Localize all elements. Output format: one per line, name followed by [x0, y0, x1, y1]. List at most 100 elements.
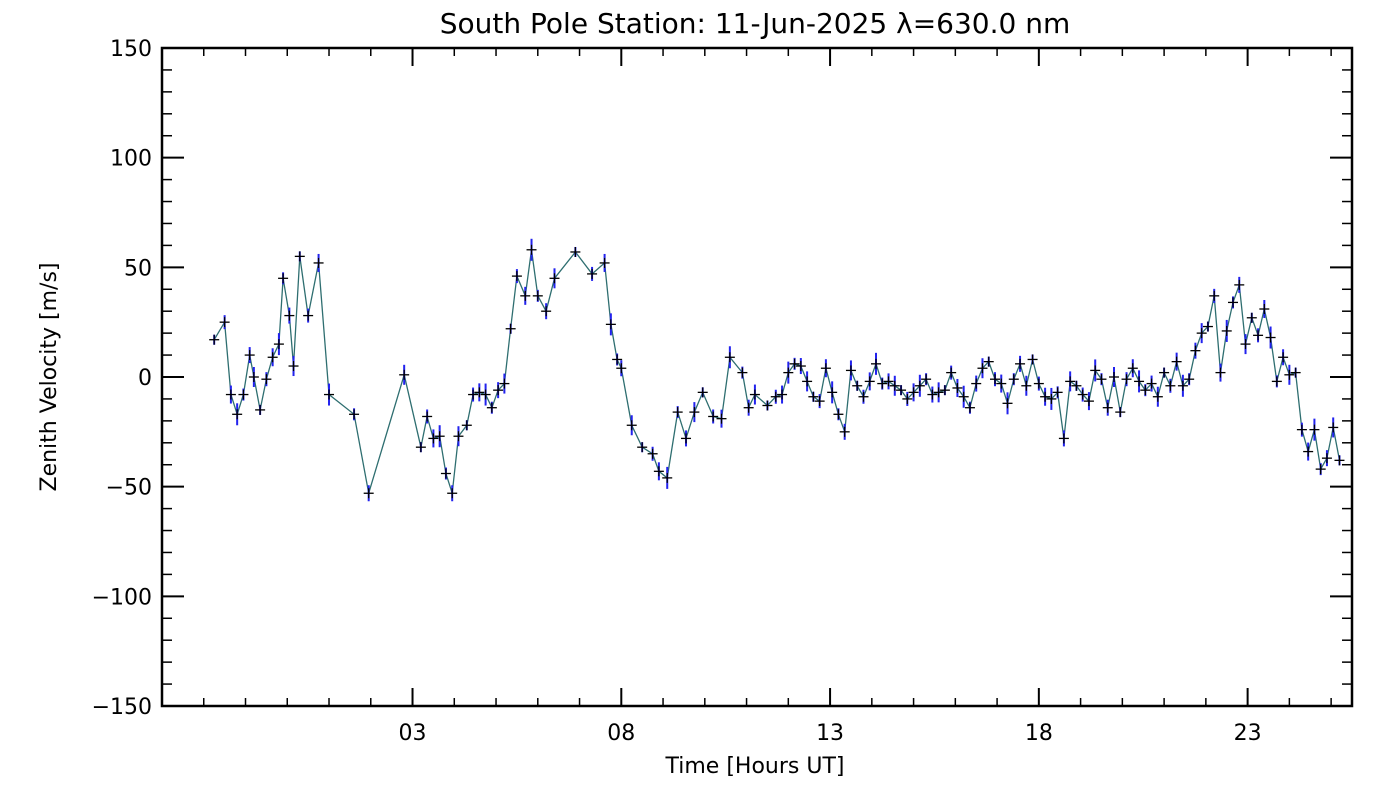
data-point	[1140, 385, 1151, 396]
y-axis-label: Zenith Velocity [m/s]	[37, 263, 62, 492]
y-tick-label: 0	[138, 366, 152, 391]
data-point	[958, 391, 969, 402]
data-point	[839, 426, 850, 437]
data-point	[795, 361, 806, 372]
series-line	[213, 249, 1341, 494]
data-point	[626, 420, 637, 431]
x-axis-label: Time [Hours UT]	[665, 754, 845, 779]
data-point	[964, 402, 975, 413]
data-point	[777, 389, 788, 400]
data-point	[637, 442, 648, 453]
data-point	[1146, 378, 1157, 389]
data-point	[802, 376, 813, 387]
data-point	[434, 431, 445, 442]
data-point	[689, 407, 700, 418]
y-tick-label: −150	[92, 695, 152, 720]
data-point	[808, 391, 819, 402]
data-point	[1284, 369, 1295, 380]
data-point	[971, 378, 982, 389]
x-tick-label: 23	[1234, 721, 1262, 746]
data-point	[324, 389, 335, 400]
data-point	[1246, 312, 1257, 323]
data-point	[1184, 374, 1195, 385]
data-point	[1228, 297, 1238, 308]
data-point	[724, 352, 735, 363]
y-tick-label: −100	[92, 585, 152, 610]
data-point	[902, 393, 913, 404]
data-point	[474, 387, 485, 398]
data-point	[737, 367, 748, 378]
data-point	[708, 411, 719, 422]
data-point	[1334, 455, 1345, 466]
data-point	[697, 387, 708, 398]
data-point	[1259, 304, 1270, 315]
data-point	[313, 257, 324, 268]
data-point	[1083, 396, 1094, 407]
data-point	[294, 251, 305, 262]
data-point	[526, 244, 537, 255]
data-point	[1171, 356, 1182, 367]
data-point	[1253, 330, 1264, 341]
data-point	[933, 387, 944, 398]
data-point	[1290, 367, 1301, 378]
x-tick-label: 18	[1025, 721, 1053, 746]
data-point	[996, 378, 1007, 389]
data-point	[820, 363, 831, 374]
data-point	[1152, 391, 1163, 402]
data-point	[749, 389, 760, 400]
data-point	[1177, 380, 1188, 391]
data-point	[549, 273, 560, 284]
data-point	[612, 354, 623, 365]
data-point	[1077, 389, 1088, 400]
data-point	[1071, 380, 1082, 391]
data-point	[415, 442, 426, 453]
data-point	[532, 290, 543, 301]
data-point	[499, 378, 510, 389]
data-point	[303, 310, 314, 321]
data-point	[1102, 402, 1113, 413]
data-point	[511, 271, 522, 282]
data-point	[261, 374, 272, 385]
data-point	[990, 374, 1000, 385]
data-point	[273, 339, 284, 350]
data-point	[672, 407, 683, 418]
tick-labels: 03 08 13 18 23 150 100 50 0 −50 −100 −150	[92, 37, 1262, 746]
data-point	[1002, 398, 1013, 409]
data-point	[1303, 446, 1314, 457]
data-point	[1159, 367, 1170, 378]
data-point	[255, 404, 266, 415]
data-point	[447, 488, 458, 499]
data-point	[833, 409, 844, 420]
data-point	[1021, 380, 1032, 391]
data-point	[1134, 376, 1145, 387]
data-point	[908, 387, 919, 398]
data-point	[1202, 321, 1213, 332]
data-point	[493, 385, 504, 396]
data-point	[440, 468, 451, 479]
data-point	[1190, 345, 1201, 356]
data-point	[1090, 365, 1101, 376]
data-point	[1115, 407, 1126, 418]
data-point	[977, 363, 988, 374]
data-point	[349, 409, 360, 420]
y-tick-label: 150	[110, 37, 152, 62]
data-point	[653, 466, 664, 477]
data-point	[1196, 328, 1207, 339]
data-point	[864, 376, 875, 387]
y-tick-label: 100	[110, 147, 152, 172]
data-point	[952, 382, 963, 393]
data-series	[209, 238, 1345, 502]
data-point	[877, 378, 888, 389]
data-point	[1058, 433, 1069, 444]
data-point	[1265, 332, 1276, 343]
data-point	[209, 334, 220, 345]
data-point	[284, 310, 295, 321]
data-point	[480, 389, 491, 400]
data-point	[871, 358, 881, 369]
data-point	[770, 391, 781, 402]
data-point	[914, 380, 925, 391]
data-point	[422, 411, 433, 422]
data-point	[858, 391, 869, 402]
data-point	[883, 376, 894, 387]
